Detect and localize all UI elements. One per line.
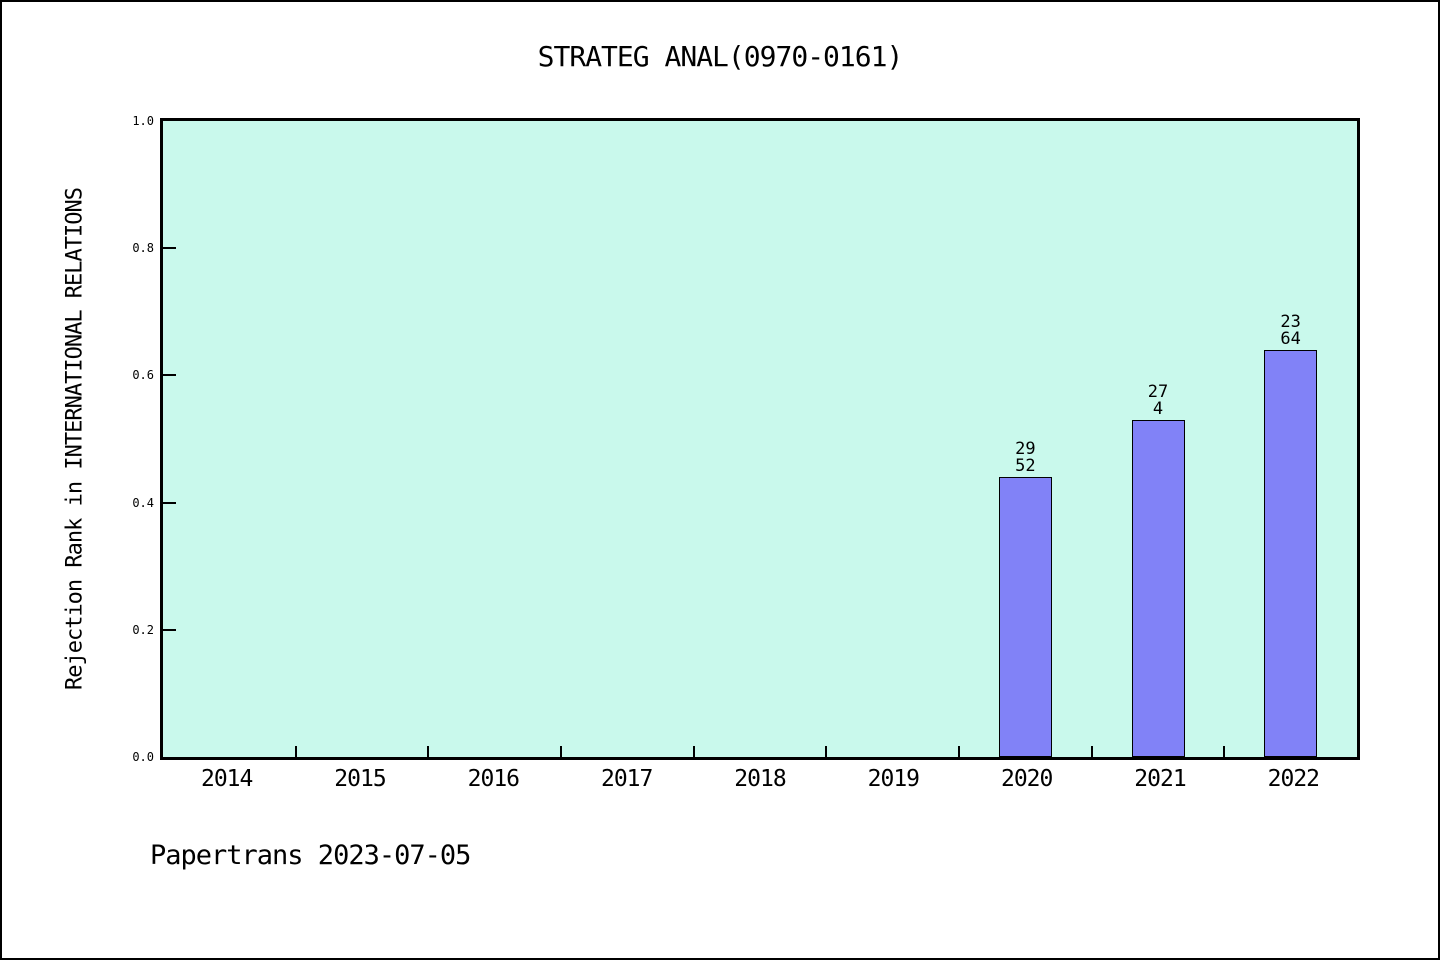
y-tick-label: 0.0 [132, 750, 154, 764]
y-tick-label: 1.0 [132, 114, 154, 128]
x-tick-mark [825, 746, 828, 757]
x-tick-label: 2015 [334, 766, 386, 792]
x-tick-mark [1223, 746, 1226, 757]
y-tick-label: 0.8 [132, 241, 154, 256]
bar-2020 [998, 477, 1052, 757]
x-tick-label: 2021 [1134, 766, 1186, 792]
x-tick-label: 2017 [600, 766, 653, 792]
x-tick-mark [1090, 746, 1093, 757]
x-tick-mark [294, 746, 297, 757]
y-tick-label: 0.6 [132, 368, 154, 383]
x-tick-label: 2014 [200, 766, 253, 792]
y-tick-label: 0.2 [132, 622, 154, 637]
x-tick-mark [692, 746, 695, 757]
x-tick-mark [427, 746, 430, 757]
x-tick-label: 2018 [734, 766, 786, 792]
y-tick-label: 0.4 [132, 495, 154, 510]
x-tick-label: 2016 [467, 766, 520, 792]
bar-label-2021: 27 4 [1098, 381, 1218, 419]
x-tick-mark [560, 746, 562, 757]
bar-label-line: 23 [1280, 311, 1301, 332]
bar-2021 [1131, 419, 1185, 757]
bar-label-line: 29 [1015, 439, 1036, 460]
bar-label-2022: 23 64 [1231, 311, 1351, 349]
bar-label-2020: 29 52 [965, 441, 1085, 475]
y-axis-label: Rejection Rank in INTERNATIONAL RELATION… [62, 187, 88, 691]
y-tick-mark [163, 628, 176, 631]
x-tick-label: 2020 [1000, 766, 1053, 792]
bar-label-line: 52 [1015, 456, 1036, 477]
y-tick-mark [163, 374, 176, 377]
chart-title: STRATEG ANAL(0970-0161) [537, 40, 904, 73]
x-tick-label: 2019 [867, 766, 920, 792]
y-tick-mark [163, 501, 176, 504]
plot-area: 29 52 27 4 23 64 [160, 118, 1360, 760]
x-tick-mark [958, 746, 960, 757]
bar-label-line: 4 [1152, 398, 1164, 419]
bar-label-line: 27 [1147, 381, 1169, 402]
y-tick-mark [163, 247, 176, 250]
footer-note: Papertrans 2023-07-05 [150, 840, 471, 871]
bar-label-line: 64 [1280, 328, 1301, 349]
x-tick-label: 2022 [1267, 766, 1320, 792]
bar-2022 [1264, 349, 1318, 757]
